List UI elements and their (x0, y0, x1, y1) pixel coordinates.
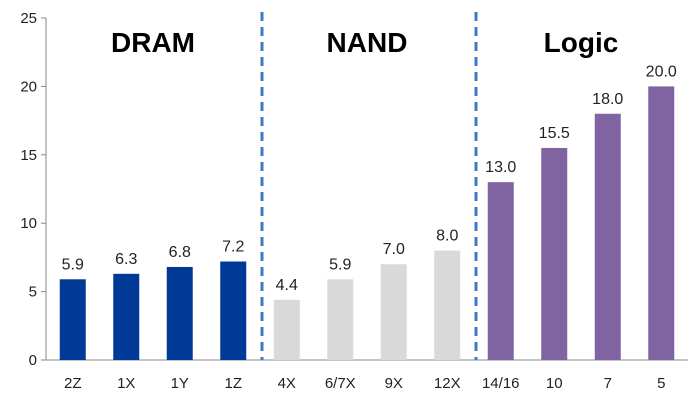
data-label: 15.5 (539, 125, 570, 142)
data-label: 4.4 (276, 277, 298, 294)
bar (220, 261, 247, 360)
bar (113, 273, 140, 360)
y-tick-label: 15 (20, 147, 37, 164)
y-axis-ticks: 0 5 10 15 20 25 (20, 10, 46, 369)
bar (541, 147, 568, 360)
bar (273, 299, 300, 360)
data-label: 6.8 (169, 244, 191, 261)
data-label: 20.0 (646, 63, 677, 80)
y-tick-label: 25 (20, 10, 37, 27)
x-tick-label: 9X (385, 375, 403, 392)
x-tick-label: 6/7X (325, 375, 356, 392)
y-tick-label: 0 (29, 352, 37, 369)
data-labels: 5.9 6.3 6.8 7.2 4.4 5.9 7.0 8.0 13.0 15.5 18.0 20.0 (62, 63, 677, 293)
data-label: 6.3 (115, 251, 137, 268)
bars (59, 86, 675, 361)
x-axis-ticks: 2Z 1X 1Y 1Z 4X 6/7X 9X 12X 14/16 10 7 5 (64, 375, 665, 392)
y-tick-label: 20 (20, 78, 37, 95)
data-label: 18.0 (592, 91, 623, 108)
y-tick-label: 10 (20, 215, 37, 232)
data-label: 8.0 (436, 228, 458, 245)
bar (434, 250, 461, 360)
bar (59, 279, 86, 360)
group-titles: DRAM NAND Logic (111, 27, 618, 58)
group-title: Logic (544, 27, 619, 58)
x-tick-label: 12X (434, 375, 461, 392)
group-dividers (260, 12, 478, 360)
data-label: 5.9 (62, 256, 84, 273)
data-label: 13.0 (485, 159, 516, 176)
x-tick-label: 1Y (171, 375, 189, 392)
bar (166, 266, 193, 360)
x-tick-label: 1X (117, 375, 135, 392)
bar (380, 264, 407, 360)
x-tick-label: 1Z (224, 375, 242, 392)
data-label: 7.0 (383, 241, 405, 258)
group-title: DRAM (111, 27, 195, 58)
x-tick-label: 7 (604, 375, 612, 392)
y-tick-label: 5 (29, 284, 37, 301)
x-tick-label: 4X (278, 375, 296, 392)
x-tick-label: 5 (657, 375, 665, 392)
x-tick-label: 14/16 (482, 375, 520, 392)
group-title: NAND (327, 27, 408, 58)
data-label: 7.2 (222, 239, 244, 256)
bar (487, 182, 514, 360)
data-label: 5.9 (329, 256, 351, 273)
x-tick-label: 10 (546, 375, 563, 392)
x-tick-label: 2Z (64, 375, 82, 392)
bar (327, 279, 354, 360)
bar (594, 113, 621, 360)
bar (648, 86, 675, 361)
